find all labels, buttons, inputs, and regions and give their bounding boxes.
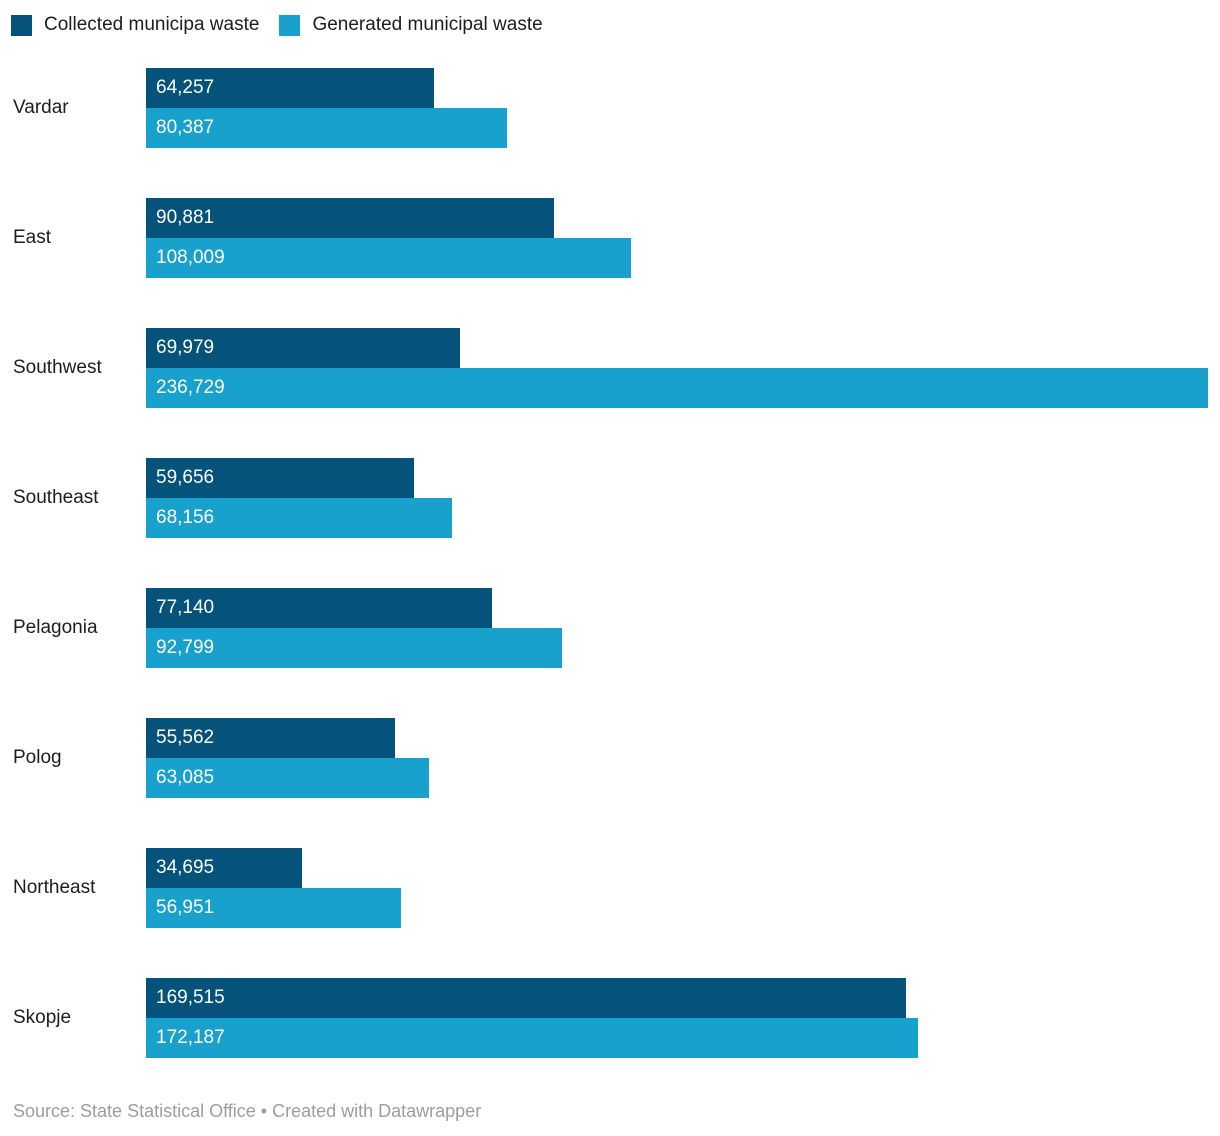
bar-generated[interactable]: 56,951 xyxy=(146,888,402,928)
bar-generated[interactable]: 68,156 xyxy=(146,498,452,538)
bar-collected[interactable]: 169,515 xyxy=(146,978,907,1018)
bar-collected[interactable]: 59,656 xyxy=(146,458,414,498)
category-label: Skopje xyxy=(13,1007,72,1028)
bar-generated[interactable]: 63,085 xyxy=(146,758,429,798)
chart-row: Pelagonia 77,140 92,799 xyxy=(0,588,1220,668)
category-label: East xyxy=(13,227,52,248)
category-label: Southeast xyxy=(13,487,99,508)
bar-group: 34,695 56,951 xyxy=(146,848,1208,928)
bar-collected[interactable]: 90,881 xyxy=(146,198,554,238)
value-label-generated: 108,009 xyxy=(156,247,225,268)
value-label-collected: 55,562 xyxy=(156,727,215,748)
bar-collected[interactable]: 77,140 xyxy=(146,588,493,628)
chart-row: Southwest 69,979 236,729 xyxy=(0,328,1220,408)
bar-generated[interactable]: 172,187 xyxy=(146,1018,919,1058)
bar-chart-rows: Vardar 64,257 80,387 East 90,881 108,009… xyxy=(0,68,1220,1058)
value-label-collected: 90,881 xyxy=(156,207,215,228)
bar-collected[interactable]: 69,979 xyxy=(146,328,460,368)
category-label: Northeast xyxy=(13,877,96,898)
legend: Collected municipa waste Generated munic… xyxy=(0,0,1220,36)
bar-group: 90,881 108,009 xyxy=(146,198,1208,278)
chart-row: Skopje 169,515 172,187 xyxy=(0,978,1220,1058)
bar-collected[interactable]: 55,562 xyxy=(146,718,396,758)
legend-item-collected: Collected municipa waste xyxy=(11,14,259,36)
value-label-collected: 77,140 xyxy=(156,597,215,618)
legend-label-generated: Generated municipal waste xyxy=(312,14,543,35)
value-label-collected: 34,695 xyxy=(156,857,215,878)
source-attribution: Source: State Statistical Office • Creat… xyxy=(13,1101,482,1121)
bar-group: 55,562 63,085 xyxy=(146,718,1208,798)
bar-group: 64,257 80,387 xyxy=(146,68,1208,148)
bar-group: 59,656 68,156 xyxy=(146,458,1208,538)
bar-collected[interactable]: 34,695 xyxy=(146,848,302,888)
value-label-generated: 172,187 xyxy=(156,1027,225,1048)
bar-group: 69,979 236,729 xyxy=(146,328,1208,408)
value-label-generated: 63,085 xyxy=(156,767,215,788)
value-label-generated: 68,156 xyxy=(156,507,215,528)
value-label-collected: 64,257 xyxy=(156,77,215,98)
bar-group: 169,515 172,187 xyxy=(146,978,1208,1058)
legend-item-generated: Generated municipal waste xyxy=(279,14,543,36)
bar-generated[interactable]: 80,387 xyxy=(146,108,507,148)
value-label-collected: 169,515 xyxy=(156,987,225,1008)
value-label-collected: 69,979 xyxy=(156,337,215,358)
value-label-generated: 80,387 xyxy=(156,117,215,138)
chart-row: Polog 55,562 63,085 xyxy=(0,718,1220,798)
category-label: Polog xyxy=(13,747,62,768)
legend-swatch-generated xyxy=(279,14,301,36)
legend-label-collected: Collected municipa waste xyxy=(44,14,260,35)
value-label-generated: 56,951 xyxy=(156,897,215,918)
legend-swatch-collected xyxy=(11,14,32,36)
category-label: Vardar xyxy=(13,97,69,118)
bar-collected[interactable]: 64,257 xyxy=(146,68,435,108)
value-label-generated: 92,799 xyxy=(156,637,215,658)
bar-group: 77,140 92,799 xyxy=(146,588,1208,668)
chart-row: Vardar 64,257 80,387 xyxy=(0,68,1220,148)
bar-generated[interactable]: 108,009 xyxy=(146,238,631,278)
chart-row: Northeast 34,695 56,951 xyxy=(0,848,1220,928)
chart-row: East 90,881 108,009 xyxy=(0,198,1220,278)
bar-generated[interactable]: 236,729 xyxy=(146,368,1208,408)
value-label-generated: 236,729 xyxy=(156,377,225,398)
chart-row: Southeast 59,656 68,156 xyxy=(0,458,1220,538)
category-label: Pelagonia xyxy=(13,617,98,638)
category-label: Southwest xyxy=(13,357,102,378)
bar-generated[interactable]: 92,799 xyxy=(146,628,563,668)
value-label-collected: 59,656 xyxy=(156,467,215,488)
